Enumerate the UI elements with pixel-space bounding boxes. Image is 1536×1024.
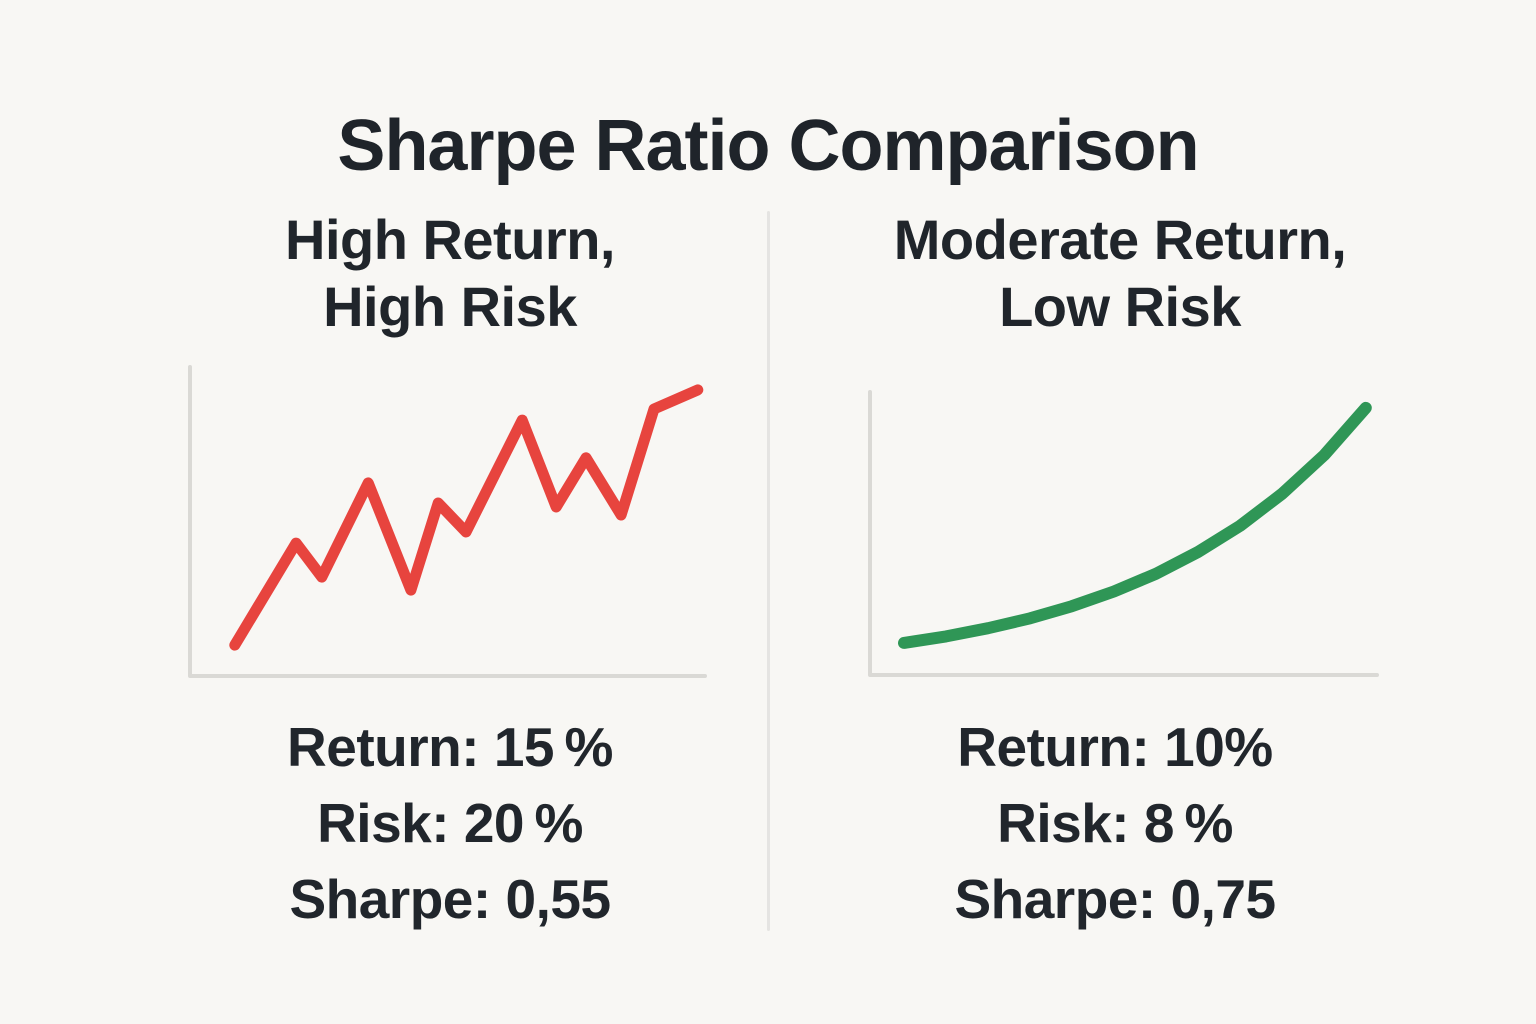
low-risk-line <box>898 401 1372 649</box>
right-stat-risk: Risk: 8 % <box>997 792 1233 854</box>
right-panel-stats: Return: 10% Risk: 8 % Sharpe: 0,75 <box>830 709 1400 937</box>
right-heading-line1: Moderate Return, <box>893 208 1347 271</box>
left-stat-risk: Risk: 20 % <box>317 792 583 854</box>
right-heading-line2: Low Risk <box>999 275 1241 338</box>
page-title: Sharpe Ratio Comparison <box>337 106 1199 187</box>
right-panel-heading: Moderate Return, Low Risk <box>835 206 1405 340</box>
panel-divider <box>767 211 770 931</box>
left-stat-sharpe: Sharpe: 0,55 <box>289 868 611 930</box>
high-risk-line-chart <box>188 365 707 678</box>
right-chart-axes <box>868 390 1379 677</box>
right-stat-return: Return: 10% <box>957 716 1273 778</box>
high-risk-line <box>229 384 704 651</box>
left-panel-stats: Return: 15 % Risk: 20 % Sharpe: 0,55 <box>160 709 740 937</box>
low-risk-line-chart <box>868 390 1379 677</box>
left-stat-return: Return: 15 % <box>287 716 613 778</box>
left-heading-line1: High Return, <box>285 208 615 271</box>
left-heading-line2: High Risk <box>323 275 577 338</box>
right-stat-sharpe: Sharpe: 0,75 <box>954 868 1276 930</box>
left-chart-axes <box>188 365 707 678</box>
left-panel-heading: High Return, High Risk <box>160 206 740 340</box>
